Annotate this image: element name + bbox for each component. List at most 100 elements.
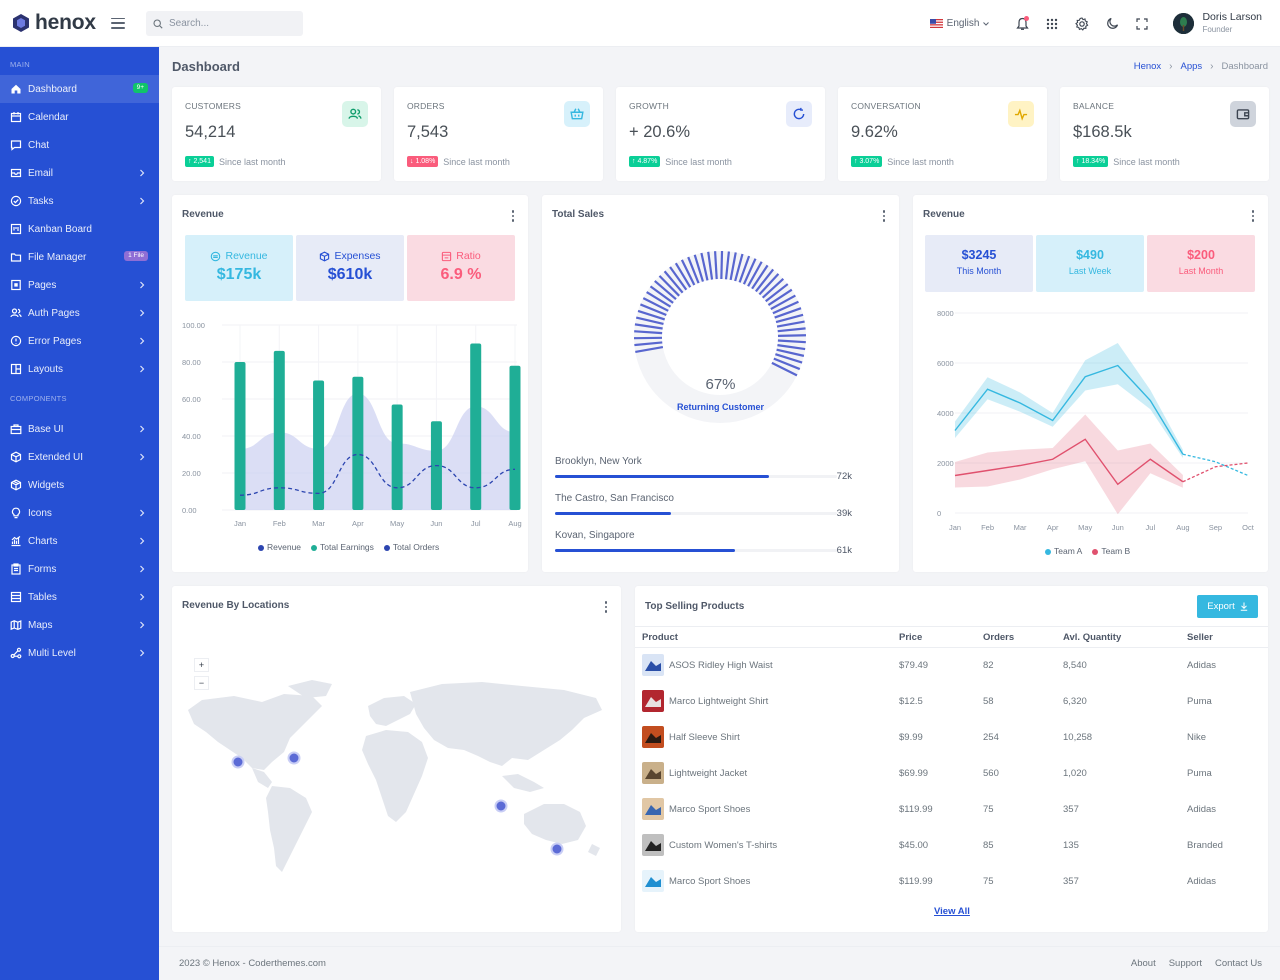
search-input[interactable] (169, 18, 289, 29)
apps-button[interactable] (1037, 9, 1067, 39)
x-tick-label: May (1078, 523, 1092, 532)
map-marker[interactable] (287, 751, 301, 765)
map-zoom-in-button[interactable]: + (194, 658, 209, 672)
brand-logo[interactable]: henox (0, 0, 159, 47)
location-value: 39k (836, 508, 852, 519)
sales-location-row: The Castro, San Francisco 39k (555, 493, 852, 519)
language-dropdown[interactable]: English (929, 18, 990, 29)
sidebar-item-base-ui[interactable]: Base UI (0, 415, 159, 443)
product-name[interactable]: Marco Sport Shoes (669, 804, 751, 815)
product-name[interactable]: Marco Lightweight Shirt (669, 696, 769, 707)
table-row[interactable]: Lightweight Jacket $69.99 560 1,020 Puma (635, 756, 1268, 792)
sidebar-item-auth-pages[interactable]: Auth Pages (0, 299, 159, 327)
legend-total-orders[interactable]: Total Orders (383, 542, 439, 552)
export-button[interactable]: Export (1197, 595, 1258, 618)
table-row[interactable]: ASOS Ridley High Waist $79.49 82 8,540 A… (635, 648, 1268, 684)
product-price: $119.99 (899, 876, 933, 887)
product-orders: 75 (983, 804, 994, 815)
table-row[interactable]: Marco Lightweight Shirt $12.5 58 6,320 P… (635, 684, 1268, 720)
product-name[interactable]: Half Sleeve Shirt (669, 732, 740, 743)
column-quantity[interactable]: Avl. Quantity (1063, 632, 1122, 643)
sidebar-item-pages[interactable]: Pages (0, 271, 159, 299)
location-progress-bar (555, 475, 769, 478)
table-row[interactable]: Marco Sport Shoes $119.99 75 357 Adidas (635, 864, 1268, 900)
column-orders[interactable]: Orders (983, 632, 1015, 643)
map-marker[interactable] (231, 755, 245, 769)
sidebar-item-charts[interactable]: Charts (0, 527, 159, 555)
gauge-tick (634, 330, 663, 335)
map-marker[interactable] (550, 842, 564, 856)
map-marker[interactable] (494, 799, 508, 813)
sidebar-item-tasks[interactable]: Tasks (0, 187, 159, 215)
sidebar-item-maps[interactable]: Maps (0, 611, 159, 639)
line-team-a (954, 364, 1184, 455)
footer-link-support[interactable]: Support (1168, 958, 1202, 969)
more-options-icon[interactable] (511, 210, 515, 222)
more-options-icon[interactable] (1251, 210, 1255, 222)
sidebar-item-kanban-board[interactable]: Kanban Board (0, 215, 159, 243)
bar-total-earnings[interactable] (273, 350, 285, 510)
menu-toggle-icon[interactable] (111, 17, 125, 29)
gauge-tick (646, 291, 672, 308)
legend-team-b[interactable]: Team B (1092, 546, 1130, 556)
sidebar-item-tables[interactable]: Tables (0, 583, 159, 611)
map-zoom-out-button[interactable]: − (194, 676, 209, 690)
bar-total-earnings[interactable] (234, 362, 246, 510)
gauge-tick (639, 303, 667, 317)
sidebar-item-multi-level[interactable]: Multi Level (0, 639, 159, 667)
sidebar-item-file-manager[interactable]: File Manager 1 File (0, 243, 159, 271)
product-name[interactable]: Custom Women's T-shirts (669, 840, 778, 851)
legend-total-earnings[interactable]: Total Earnings (311, 542, 374, 552)
settings-button[interactable] (1067, 9, 1097, 39)
world-map[interactable] (172, 666, 621, 926)
table-row[interactable]: Half Sleeve Shirt $9.99 254 10,258 Nike (635, 720, 1268, 756)
sidebar-item-widgets[interactable]: Widgets (0, 471, 159, 499)
bar-total-earnings[interactable] (313, 380, 325, 511)
product-price: $119.99 (899, 804, 933, 815)
chevron-down-icon (983, 21, 990, 26)
column-product[interactable]: Product (642, 632, 678, 643)
sidebar-item-forms[interactable]: Forms (0, 555, 159, 583)
card-title: Top Selling Products (645, 601, 745, 612)
sidebar-item-email[interactable]: Email (0, 159, 159, 187)
bar-total-earnings[interactable] (470, 343, 482, 511)
notification-button[interactable] (1007, 9, 1037, 39)
table-row[interactable]: Custom Women's T-shirts $45.00 85 135 Br… (635, 828, 1268, 864)
breadcrumb-henox[interactable]: Henox (1133, 61, 1162, 72)
sidebar-item-error-pages[interactable]: Error Pages (0, 327, 159, 355)
fullscreen-button[interactable] (1127, 9, 1157, 39)
sidebar-item-dashboard[interactable]: Dashboard 9+ (0, 75, 159, 103)
stat-note: Since last month (443, 156, 510, 167)
user-menu[interactable]: Doris Larson Founder (1173, 11, 1262, 36)
theme-toggle-button[interactable] (1097, 9, 1127, 39)
bar-total-earnings[interactable] (509, 365, 521, 510)
gauge-tick (720, 250, 724, 280)
footer-link-contact[interactable]: Contact Us (1215, 958, 1262, 969)
product-thumbnail (642, 726, 664, 748)
product-thumbnail (642, 798, 664, 820)
product-name[interactable]: Marco Sport Shoes (669, 876, 751, 887)
sidebar-item-icons[interactable]: Icons (0, 499, 159, 527)
footer-link-about[interactable]: About (1130, 958, 1156, 969)
sidebar-item-chat[interactable]: Chat (0, 131, 159, 159)
sidebar-item-calendar[interactable]: Calendar (0, 103, 159, 131)
view-all-link[interactable]: View All (934, 906, 970, 917)
product-name[interactable]: ASOS Ridley High Waist (669, 660, 773, 671)
more-options-icon[interactable] (604, 601, 608, 613)
legend-revenue[interactable]: Revenue (258, 542, 301, 552)
more-options-icon[interactable] (882, 210, 886, 222)
sidebar-item-extended-ui[interactable]: Extended UI (0, 443, 159, 471)
sidebar-item-label: File Manager (28, 251, 87, 263)
fullscreen-icon (1136, 17, 1149, 30)
bar-total-earnings[interactable] (352, 376, 364, 510)
location-progress-bar (555, 549, 735, 552)
stat-label: CONVERSATION (851, 101, 921, 111)
product-name[interactable]: Lightweight Jacket (669, 768, 748, 779)
column-price[interactable]: Price (899, 632, 923, 643)
bar-total-earnings[interactable] (391, 404, 403, 510)
sidebar-item-layouts[interactable]: Layouts (0, 355, 159, 383)
column-seller[interactable]: Seller (1187, 632, 1213, 643)
legend-team-a[interactable]: Team A (1045, 546, 1082, 556)
table-row[interactable]: Marco Sport Shoes $119.99 75 357 Adidas (635, 792, 1268, 828)
breadcrumb-apps[interactable]: Apps (1180, 61, 1203, 72)
